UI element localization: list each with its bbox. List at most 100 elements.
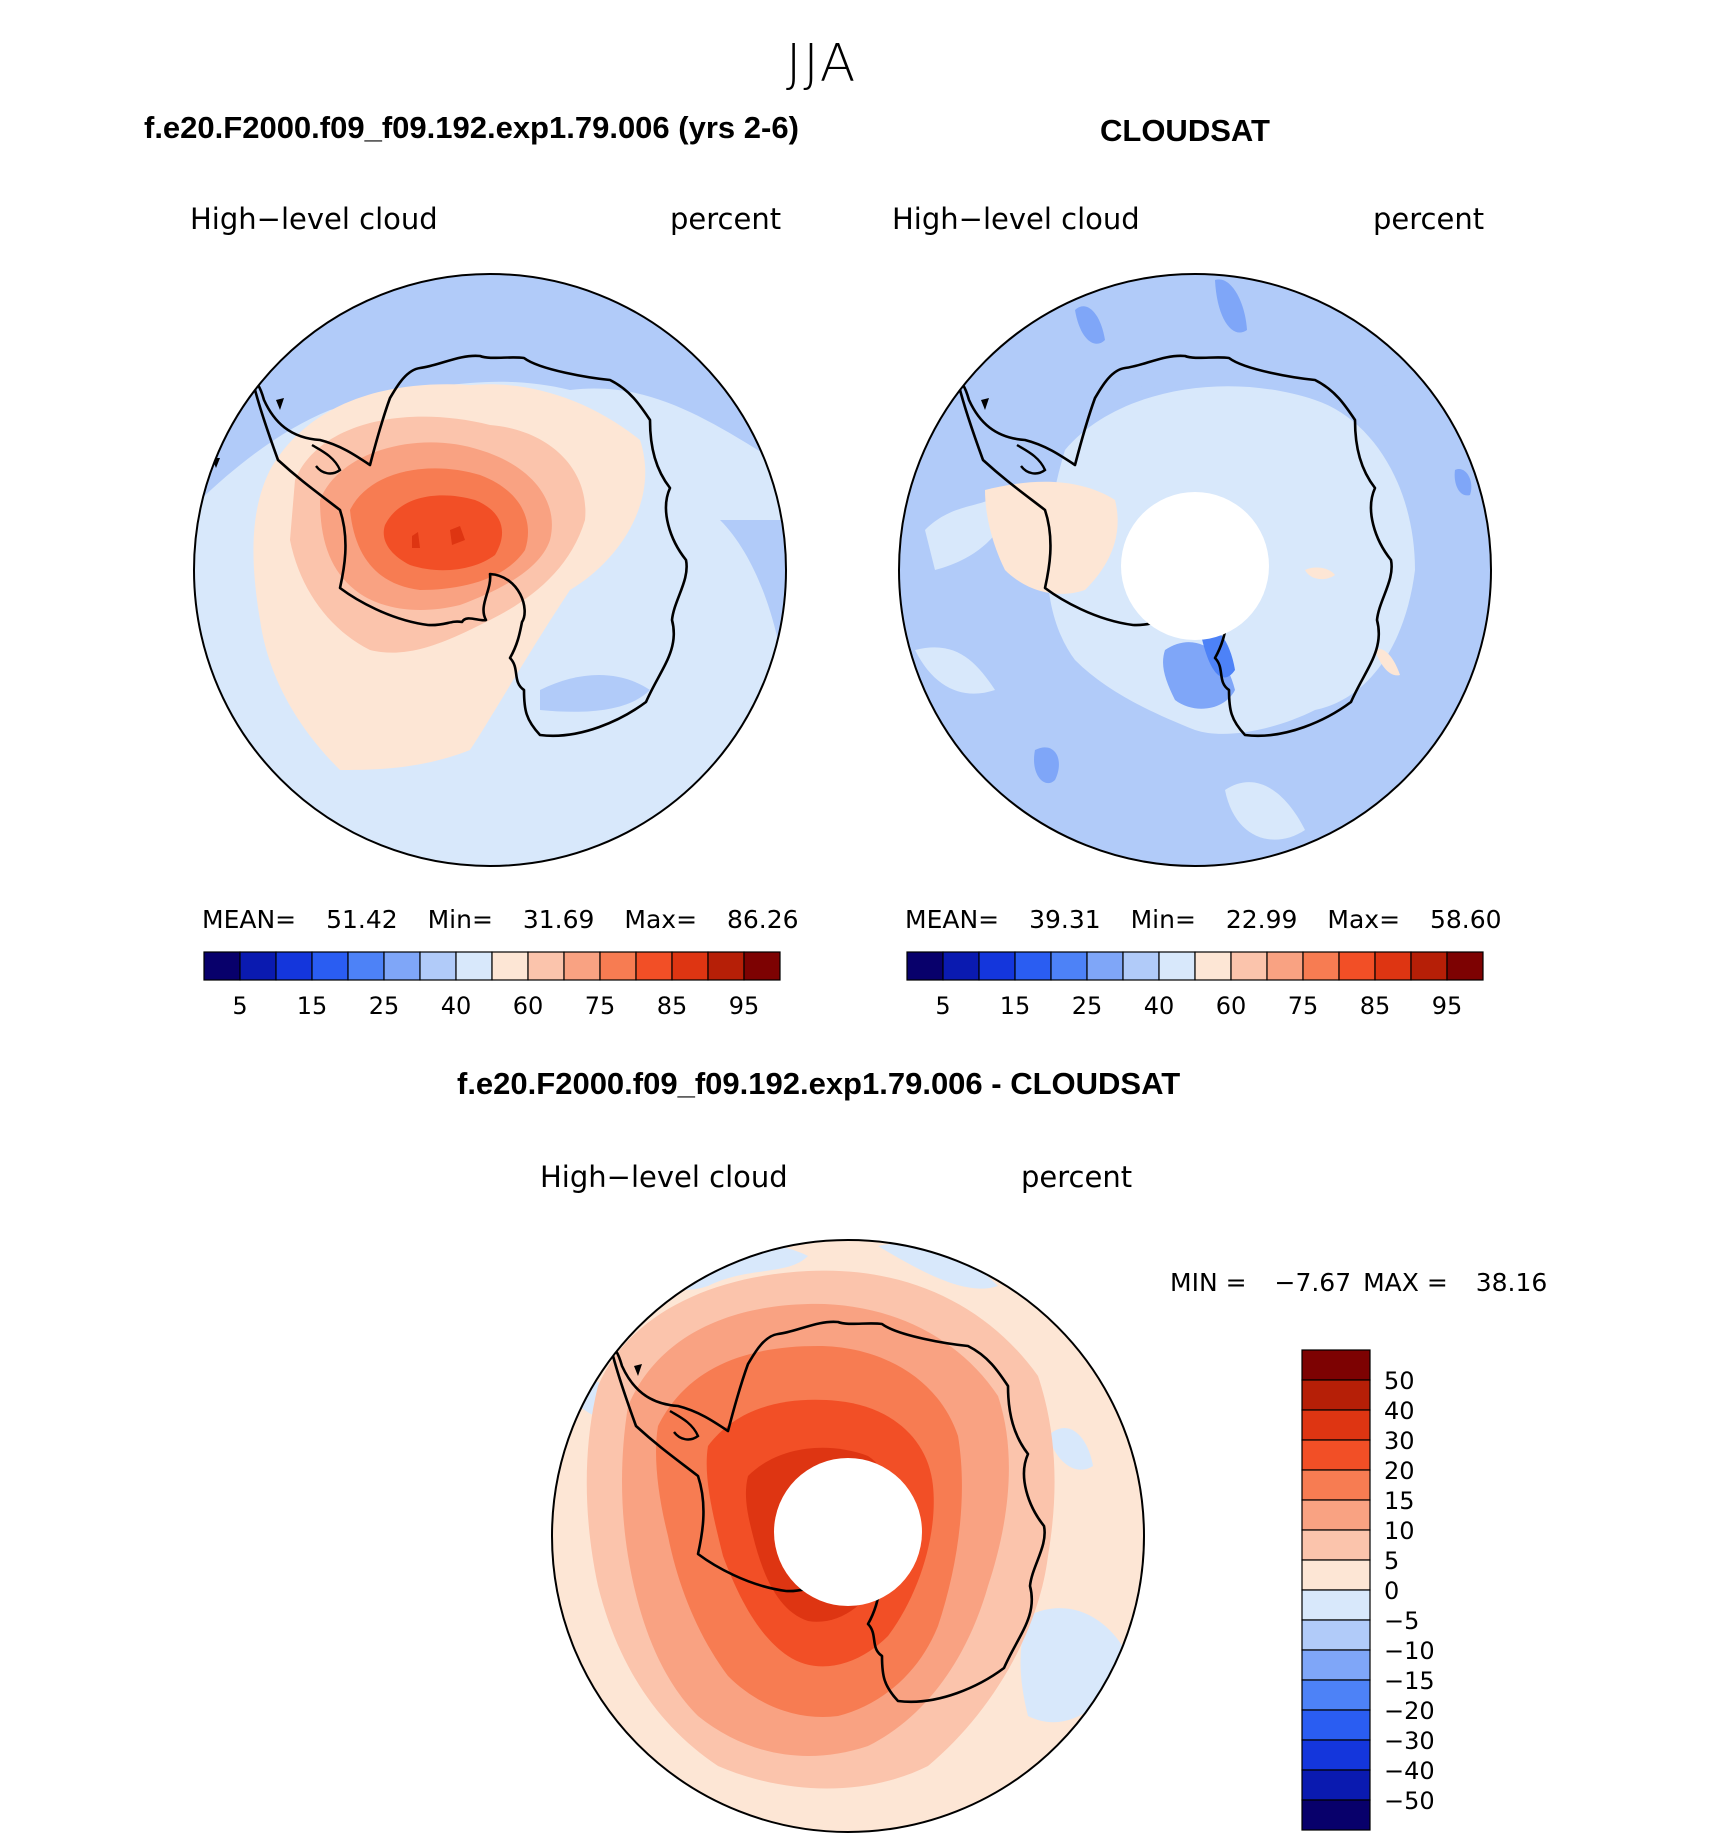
- colorbar-diff-swatch: [1301, 1349, 1371, 1381]
- colorbar-diff-tick-label: 40: [1384, 1397, 1415, 1425]
- colorbar-left-tick-label: 5: [232, 992, 247, 1020]
- colorbar-left-tick-label: 75: [585, 992, 616, 1020]
- colorbar-left-swatch: [203, 951, 241, 981]
- colorbar-diff-swatch: [1301, 1469, 1371, 1501]
- diff-units-label: percent: [1021, 1160, 1133, 1194]
- left-mean-value: 51.42: [326, 905, 398, 934]
- left-min-label: Min=: [427, 905, 493, 934]
- colorbar-right-tick-label: 40: [1144, 992, 1175, 1020]
- colorbar-left-tick-label: 15: [297, 992, 328, 1020]
- colorbar-diff-swatch: [1301, 1709, 1371, 1741]
- colorbar-left-swatch: [347, 951, 385, 981]
- colorbar-diff-tick-label: −15: [1384, 1667, 1435, 1695]
- colorbar-diff-tick-label: 5: [1384, 1547, 1399, 1575]
- right-mean-label: MEAN=: [905, 905, 1000, 934]
- colorbar-diff-tick-label: −10: [1384, 1637, 1435, 1665]
- colorbar-diff-swatch: [1301, 1409, 1371, 1441]
- colorbar-right-tick-label: 60: [1216, 992, 1247, 1020]
- diff-min-value: −7.67: [1274, 1268, 1352, 1297]
- colorbar-left-swatch: [491, 951, 529, 981]
- colorbar-left-swatch: [635, 951, 673, 981]
- colorbar-left-tick-label: 60: [513, 992, 544, 1020]
- colorbar-diff-swatch: [1301, 1529, 1371, 1561]
- colorbar-diff-swatch: [1301, 1559, 1371, 1591]
- colorbar-left-tick-label: 25: [369, 992, 400, 1020]
- colorbar-left-tick-label: 85: [657, 992, 688, 1020]
- colorbar-right-tick-label: 95: [1432, 992, 1463, 1020]
- colorbar-diff-swatch: [1301, 1769, 1371, 1801]
- colorbar-diff-swatch: [1301, 1649, 1371, 1681]
- colorbar-right: 5 15 25 40 60 75 85 95: [906, 951, 1484, 1020]
- colorbar-left-tick-label: 95: [729, 992, 760, 1020]
- colorbar-left-swatch: [419, 951, 457, 981]
- colorbar-right-swatch: [978, 951, 1016, 981]
- left-max-value: 86.26: [727, 905, 799, 934]
- colorbar-diff-swatch: [1301, 1679, 1371, 1711]
- left-units-label: percent: [670, 202, 782, 236]
- colorbar-left-swatch: [239, 951, 277, 981]
- map-cloudsat: [898, 273, 1492, 867]
- map-model: [193, 273, 787, 867]
- colorbar-left-tick-label: 40: [441, 992, 472, 1020]
- colorbar-diff-tick-label: 0: [1384, 1577, 1399, 1605]
- left-max-label: Max=: [624, 905, 698, 934]
- diff-stats: MIN = −7.67 MAX = 38.16: [1170, 1268, 1547, 1297]
- right-max-value: 58.60: [1430, 905, 1502, 934]
- left-stats: MEAN= 51.42 Min= 31.69 Max= 86.26: [202, 905, 799, 934]
- right-min-label: Min=: [1130, 905, 1196, 934]
- diff-variable-label: High−level cloud: [540, 1160, 788, 1194]
- colorbar-diff-swatch: [1301, 1619, 1371, 1651]
- colorbar-left-swatch: [707, 951, 745, 981]
- colorbar-diff-tick-label: −40: [1384, 1757, 1435, 1785]
- colorbar-left-swatch: [527, 951, 565, 981]
- colorbar-left-swatch: [455, 951, 493, 981]
- colorbar-right-swatch: [1338, 951, 1376, 981]
- colorbar-right-tick-label: 25: [1072, 992, 1103, 1020]
- colorbar-diff-tick-label: 30: [1384, 1427, 1415, 1455]
- colorbar-right-swatch: [1410, 951, 1448, 981]
- colorbar-right-swatch: [942, 951, 980, 981]
- colorbar-right-tick-label: 85: [1360, 992, 1391, 1020]
- colorbar-diff-tick-label: 50: [1384, 1367, 1415, 1395]
- diff-case-title: f.e20.F2000.f09_f09.192.exp1.79.006 - CL…: [457, 1066, 1181, 1101]
- colorbar-right-swatch: [1194, 951, 1232, 981]
- right-variable-label: High−level cloud: [892, 202, 1140, 236]
- colorbar-diff-swatch: [1301, 1799, 1371, 1831]
- right-max-label: Max=: [1327, 905, 1401, 934]
- colorbar-right-swatch: [1230, 951, 1268, 981]
- colorbar-right-swatch: [1302, 951, 1340, 981]
- left-variable-label: High−level cloud: [190, 202, 438, 236]
- diff-min-label: MIN =: [1170, 1268, 1247, 1297]
- colorbar-diff-tick-label: 20: [1384, 1457, 1415, 1485]
- colorbar-right-tick-label: 15: [1000, 992, 1031, 1020]
- right-case-title: CLOUDSAT: [1100, 113, 1270, 148]
- colorbar-right-swatch: [1374, 951, 1412, 981]
- right-min-value: 22.99: [1225, 905, 1298, 934]
- colorbar-diff-tick-label: 15: [1384, 1487, 1415, 1515]
- colorbar-diff-tick-label: −20: [1384, 1697, 1435, 1725]
- colorbar-right-swatch: [1266, 951, 1304, 981]
- colorbar-right-tick-label: 75: [1288, 992, 1319, 1020]
- left-case-title: f.e20.F2000.f09_f09.192.exp1.79.006 (yrs…: [144, 110, 799, 145]
- colorbar-right-swatch: [1014, 951, 1052, 981]
- diff-max-label: MAX =: [1363, 1268, 1448, 1297]
- colorbar-left-swatch: [743, 951, 781, 981]
- colorbar-diff-tick-label: 10: [1384, 1517, 1415, 1545]
- colorbar-diff-swatch: [1301, 1739, 1371, 1771]
- colorbar-diff-swatch: [1301, 1589, 1371, 1621]
- colorbar-left-swatch: [275, 951, 313, 981]
- left-min-value: 31.69: [522, 905, 595, 934]
- colorbar-diff-tick-label: −5: [1384, 1607, 1419, 1635]
- colorbar-diff-swatch: [1301, 1439, 1371, 1471]
- map-difference: [551, 1239, 1145, 1833]
- colorbar-left-swatch: [599, 951, 637, 981]
- colorbar-right-swatch: [1050, 951, 1088, 981]
- colorbar-right-swatch: [1158, 951, 1196, 981]
- colorbar-diff-swatch: [1301, 1499, 1371, 1531]
- diff-max-value: 38.16: [1475, 1268, 1548, 1297]
- colorbar-diff-tick-label: −30: [1384, 1727, 1435, 1755]
- colorbar-left-swatch: [671, 951, 709, 981]
- season-title: JJA: [786, 34, 858, 94]
- right-units-label: percent: [1373, 202, 1485, 236]
